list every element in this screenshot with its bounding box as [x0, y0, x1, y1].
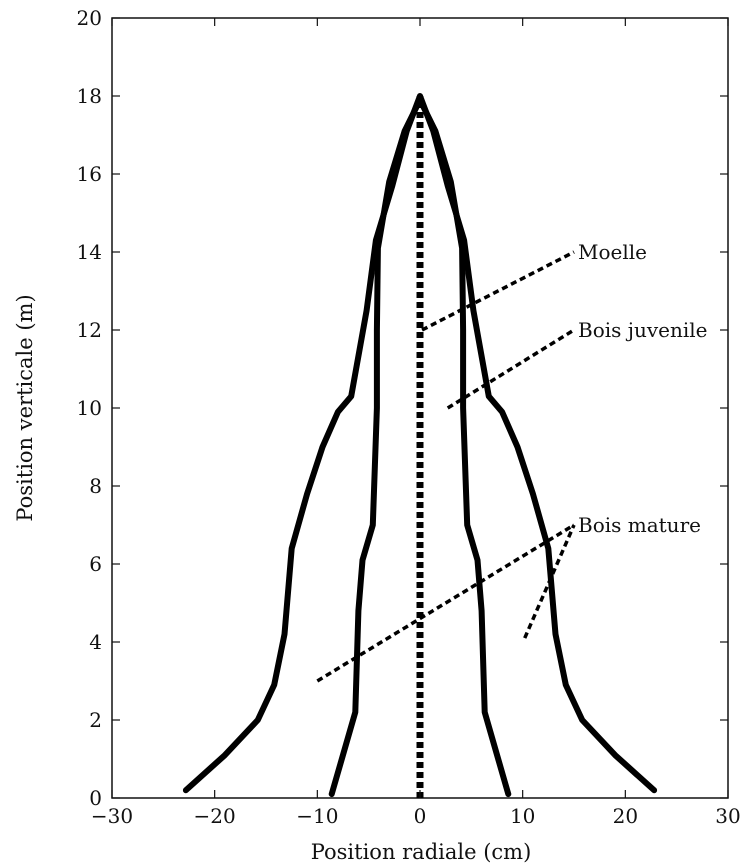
y-axis-label: Position verticale (m): [13, 294, 37, 521]
x-tick-label: 0: [414, 804, 427, 828]
y-tick-label: 18: [77, 84, 102, 108]
x-tick-label: −30: [91, 804, 133, 828]
annotation-label: Moelle: [578, 240, 647, 264]
annotation-leader-line: [421, 250, 575, 332]
x-tick-label: −10: [296, 804, 338, 828]
y-tick-label: 16: [77, 162, 102, 186]
y-tick-label: 14: [77, 240, 102, 264]
x-tick-label: 30: [715, 804, 740, 828]
x-tick-label: 20: [613, 804, 638, 828]
x-axis-label: Position radiale (cm): [311, 840, 532, 864]
annotation-leader-line: [316, 523, 575, 683]
y-tick-label: 20: [77, 6, 102, 30]
y-tick-label: 4: [89, 630, 102, 654]
annotation-layer: Moelle Bois juvenile Bois mature: [316, 240, 707, 683]
annotation-leader-line: [523, 524, 576, 639]
series-layer: [182, 93, 658, 798]
y-tick-label: 8: [89, 474, 102, 498]
y-tick-label: 2: [89, 708, 102, 732]
annotation-label: Bois mature: [578, 513, 701, 537]
profile-line-1: [328, 96, 512, 798]
annotation-leader-line: [446, 328, 575, 410]
annotation-label: Bois juvenile: [578, 318, 707, 342]
ticks-layer: −30 −20 −10 0 10 20 30 0 2 4 6 8 10 12 14 16 18 20: [77, 6, 741, 828]
x-tick-label: −20: [194, 804, 236, 828]
x-tick-label: 10: [510, 804, 535, 828]
y-tick-label: 12: [77, 318, 102, 342]
y-tick-label: 0: [89, 786, 102, 810]
y-tick-label: 6: [89, 552, 102, 576]
y-tick-label: 10: [77, 396, 102, 420]
